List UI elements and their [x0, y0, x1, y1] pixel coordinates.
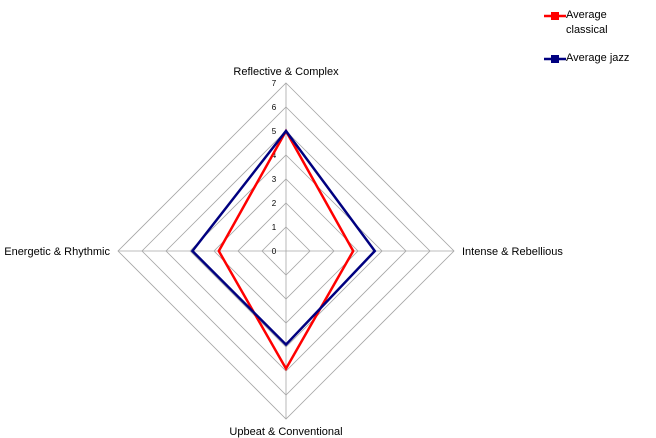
series-line	[217, 128, 355, 372]
legend-label: Average classical	[566, 9, 608, 36]
legend-marker	[551, 55, 559, 63]
tick-label: 2	[272, 199, 277, 208]
axis-label: Energetic & Rhythmic	[4, 246, 110, 258]
axis-label: Reflective & Complex	[233, 66, 339, 78]
tick-label: 7	[272, 79, 277, 88]
tick-label: 6	[272, 103, 277, 112]
legend-marker	[551, 12, 559, 20]
legend-label: Average jazz	[566, 52, 630, 64]
series-line	[190, 128, 377, 347]
tick-label: 0	[272, 247, 277, 256]
tick-label: 1	[272, 223, 277, 232]
tick-label: 5	[272, 127, 277, 136]
tick-label: 3	[272, 175, 277, 184]
axis-label: Upbeat & Conventional	[229, 426, 342, 438]
axis-label: Intense & Rebellious	[462, 246, 563, 258]
tick-label: 4	[272, 151, 277, 160]
